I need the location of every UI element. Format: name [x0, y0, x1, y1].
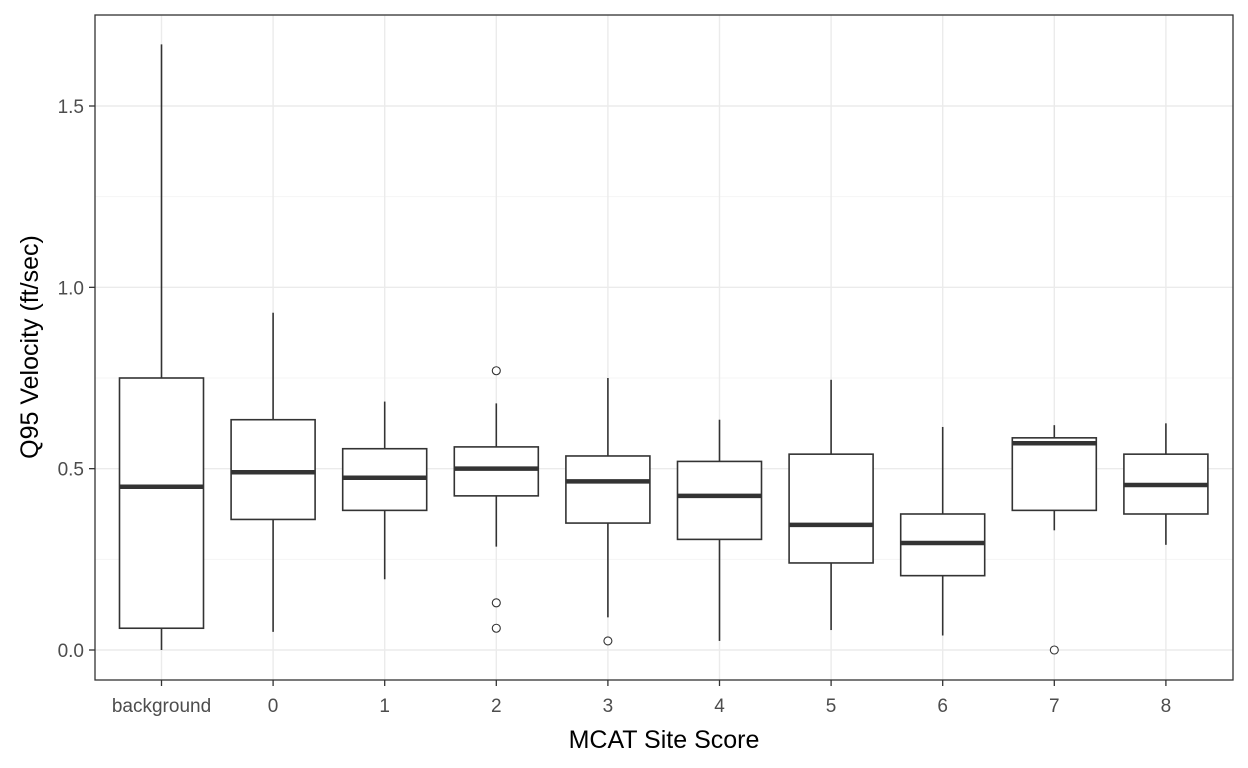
- x-tick-label: 7: [1049, 696, 1060, 717]
- x-tick-label: 2: [491, 696, 502, 717]
- box-6: [899, 426, 986, 636]
- box-background: [118, 44, 205, 650]
- y-tick-label: 0.5: [58, 460, 84, 481]
- iqr-box: [453, 446, 540, 497]
- y-tick-label: 1.0: [58, 278, 84, 299]
- outlier-point: [491, 366, 501, 376]
- y-tick-label: 0.0: [58, 641, 84, 662]
- x-tick-label: 8: [1161, 696, 1172, 717]
- outlier-point: [491, 598, 501, 608]
- iqr-box: [230, 418, 316, 521]
- x-tick-label: 6: [937, 696, 948, 717]
- outlier-point: [491, 623, 501, 633]
- box-5: [788, 379, 874, 631]
- x-tick-label: 1: [379, 696, 390, 717]
- y-axis: 0.0 0.5 1.0 1.5: [58, 97, 95, 662]
- box-8: [1123, 423, 1209, 545]
- x-axis: background 0 1 2 3 4 5 6 7 8: [112, 680, 1171, 717]
- outlier-point: [603, 636, 613, 646]
- x-tick-label: 3: [603, 696, 614, 717]
- box-2: [453, 366, 540, 633]
- panel-border: [94, 14, 1234, 681]
- box-3: [565, 378, 651, 646]
- iqr-box: [565, 455, 651, 524]
- y-axis-title: Q95 Velocity (ft/sec): [16, 235, 44, 459]
- x-axis-title: MCAT Site Score: [569, 726, 760, 754]
- box-7: [1011, 425, 1098, 655]
- outlier-point: [1049, 645, 1059, 655]
- box-1: [341, 401, 428, 580]
- y-tick-label: 1.5: [58, 97, 84, 118]
- iqr-box: [118, 377, 205, 630]
- x-tick-label: 5: [826, 696, 837, 717]
- grid-lines: [95, 14, 1233, 680]
- iqr-box: [676, 460, 763, 541]
- x-tick-label: background: [112, 696, 211, 717]
- iqr-box: [788, 453, 874, 564]
- x-tick-label: 0: [268, 696, 279, 717]
- iqr-box: [1011, 437, 1098, 512]
- box-4: [676, 419, 763, 641]
- box-series: [118, 44, 1209, 655]
- x-tick-label: 4: [714, 696, 725, 717]
- box-0: [230, 312, 316, 632]
